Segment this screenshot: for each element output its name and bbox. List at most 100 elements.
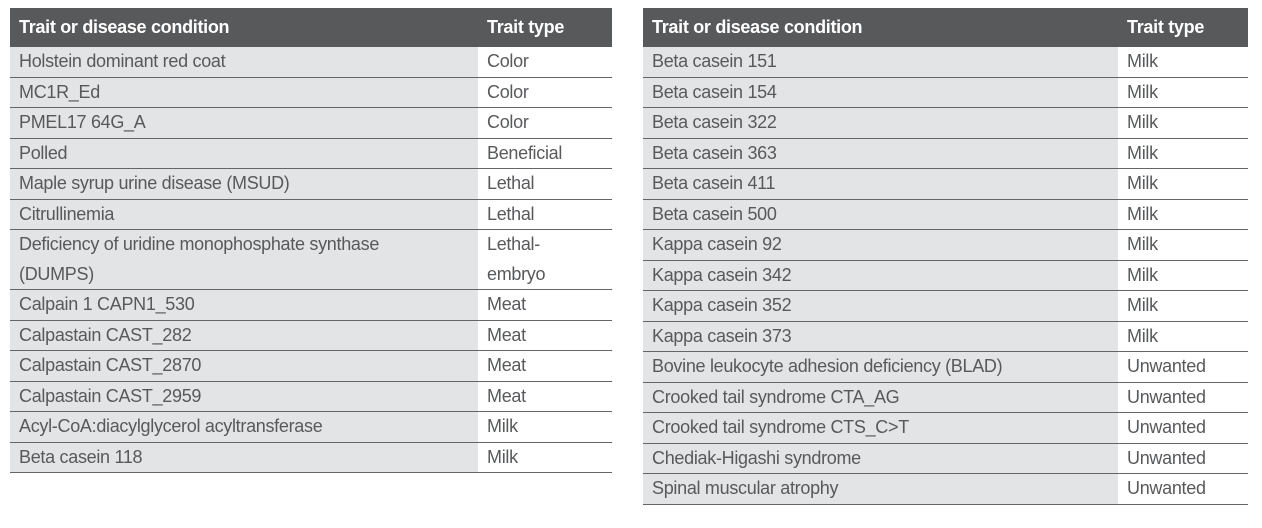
condition-text: Chediak-Higashi syndrome [652, 447, 861, 468]
table-row: Citrullinemia Lethal [10, 199, 612, 230]
condition-text: MC1R_Ed [19, 81, 100, 102]
cell-condition: Crooked tail syndrome CTS_C>T [643, 413, 1118, 443]
column-header-condition: Trait or disease condition [652, 17, 863, 37]
table-row: Maple syrup urine disease (MSUD) Lethal [10, 169, 612, 200]
condition-text: Kappa casein 373 [652, 325, 792, 346]
cell-trait-type: Lethal-embryo [478, 230, 612, 289]
cell-condition: Kappa casein 352 [643, 291, 1118, 321]
table-row: Beta casein 500 Milk [643, 199, 1248, 230]
cell-trait-type: Unwanted [1118, 413, 1248, 443]
cell-trait-type: Milk [478, 412, 612, 442]
column-header-trait-type: Trait type [487, 17, 565, 37]
condition-text: Calpastain CAST_282 [19, 324, 192, 345]
cell-condition: Deficiency of uridine monophosphate synt… [10, 230, 478, 289]
cell-condition: Kappa casein 342 [643, 260, 1118, 290]
tables-wrap: Trait or disease condition Trait type Ho… [10, 8, 1248, 505]
condition-text: Citrullinemia [19, 203, 115, 224]
condition-text: Maple syrup urine disease (MSUD) [19, 173, 290, 193]
trait-type-text: Milk [1127, 51, 1158, 71]
table-row: Calpastain CAST_2870 Meat [10, 351, 612, 382]
cell-trait-type: Color [478, 47, 612, 77]
cell-trait-type: Color [478, 108, 612, 138]
table-row: Beta casein 154 Milk [643, 77, 1248, 108]
table-row: Beta casein 151 Milk [643, 47, 1248, 78]
trait-type-text: Lethal [487, 173, 535, 193]
cell-condition: PMEL17 64G_A [10, 108, 478, 138]
cell-condition: Beta casein 322 [643, 108, 1118, 138]
trait-table-right: Trait or disease condition Trait type Be… [643, 8, 1248, 505]
cell-trait-type: Milk [1118, 47, 1248, 77]
trait-type-text: Color [487, 51, 529, 71]
cell-condition: Maple syrup urine disease (MSUD) [10, 169, 478, 199]
cell-trait-type: Unwanted [1118, 474, 1248, 504]
trait-type-text: Unwanted [1127, 386, 1206, 407]
cell-trait-type: Lethal [478, 199, 612, 229]
cell-condition: Chediak-Higashi syndrome [643, 443, 1118, 473]
table-body: Beta casein 151 Milk Beta casein 154 Milk Be… [643, 47, 1248, 505]
condition-text: Beta casein 118 [19, 446, 143, 467]
cell-condition: Acyl-CoA:diacylglycerol acyltransferase [10, 412, 478, 442]
condition-text: Beta casein 151 [652, 51, 777, 71]
table-row: Kappa casein 352 Milk [643, 291, 1248, 322]
condition-text: Beta casein 411 [652, 173, 776, 193]
trait-table-left: Trait or disease condition Trait type Ho… [10, 8, 612, 505]
trait-type-text: Meat [487, 324, 526, 345]
table-row: Deficiency of uridine monophosphate synt… [10, 230, 612, 290]
trait-type-text: Milk [1127, 203, 1158, 224]
condition-text: Calpastain CAST_2870 [19, 355, 202, 375]
table-header-row: Trait or disease condition Trait type [643, 8, 1248, 47]
table-body: Holstein dominant red coat Color MC1R_Ed Co… [10, 47, 612, 473]
cell-trait-type: Lethal [478, 169, 612, 199]
cell-trait-type: Unwanted [1118, 443, 1248, 473]
condition-text: PMEL17 64G_A [19, 112, 146, 132]
table-row: MC1R_Ed Color [10, 77, 612, 108]
cell-condition: Kappa casein 92 [643, 230, 1118, 260]
cell-trait-type: Milk [1118, 260, 1248, 290]
cell-trait-type: Meat [478, 351, 612, 381]
trait-type-text: Unwanted [1127, 447, 1206, 468]
condition-text: Kappa casein 352 [652, 295, 792, 315]
cell-condition: Calpastain CAST_2870 [10, 351, 478, 381]
condition-text: Calpain 1 CAPN1_530 [19, 294, 195, 314]
column-header-trait-type: Trait type [1127, 17, 1205, 37]
condition-text: Beta casein 500 [652, 203, 777, 224]
table-row: Spinal muscular atrophy Unwanted [643, 474, 1248, 505]
cell-trait-type: Milk [478, 442, 612, 472]
cell-trait-type: Milk [1118, 138, 1248, 168]
cell-condition: Beta casein 500 [643, 199, 1118, 229]
trait-type-text: Milk [1127, 234, 1158, 254]
table-header-row: Trait or disease condition Trait type [10, 8, 612, 47]
condition-text: Beta casein 322 [652, 112, 777, 132]
trait-type-text: Milk [1127, 81, 1158, 102]
cell-condition: Beta casein 154 [643, 77, 1118, 107]
trait-type-text: Color [487, 112, 529, 132]
trait-type-text: Lethal [487, 203, 535, 224]
trait-type-text: Unwanted [1127, 356, 1206, 376]
table-row: Kappa casein 92 Milk [643, 230, 1248, 261]
cell-trait-type: Milk [1118, 77, 1248, 107]
condition-text: Deficiency of uridine monophosphate synt… [19, 234, 380, 284]
trait-type-text: Milk [1127, 264, 1158, 285]
cell-condition: Beta casein 118 [10, 442, 478, 472]
table-row: Beta casein 118 Milk [10, 442, 612, 473]
trait-type-text: Milk [1127, 112, 1158, 132]
condition-text: Crooked tail syndrome CTA_AG [652, 386, 900, 407]
condition-text: Kappa casein 342 [652, 264, 792, 285]
trait-type-text: Milk [487, 446, 518, 467]
cell-trait-type: Meat [478, 381, 612, 411]
table-row: Bovine leukocyte adhesion deficiency (BL… [643, 352, 1248, 383]
trait-type-text: Milk [1127, 325, 1158, 346]
condition-text: Calpastain CAST_2959 [19, 385, 202, 406]
trait-type-text: Meat [487, 385, 526, 406]
trait-type-text: Milk [1127, 142, 1158, 163]
table-row: PMEL17 64G_A Color [10, 108, 612, 139]
cell-trait-type: Milk [1118, 321, 1248, 351]
table-row: Acyl-CoA:diacylglycerol acyltransferase M… [10, 412, 612, 443]
trait-type-text: Unwanted [1127, 417, 1206, 437]
table-row: Crooked tail syndrome CTS_C>T Unwanted [643, 413, 1248, 444]
trait-type-text: Milk [1127, 295, 1158, 315]
column-header-condition: Trait or disease condition [19, 17, 230, 37]
table-row: Calpain 1 CAPN1_530 Meat [10, 290, 612, 321]
cell-trait-type: Milk [1118, 108, 1248, 138]
table-row: Calpastain CAST_2959 Meat [10, 381, 612, 412]
